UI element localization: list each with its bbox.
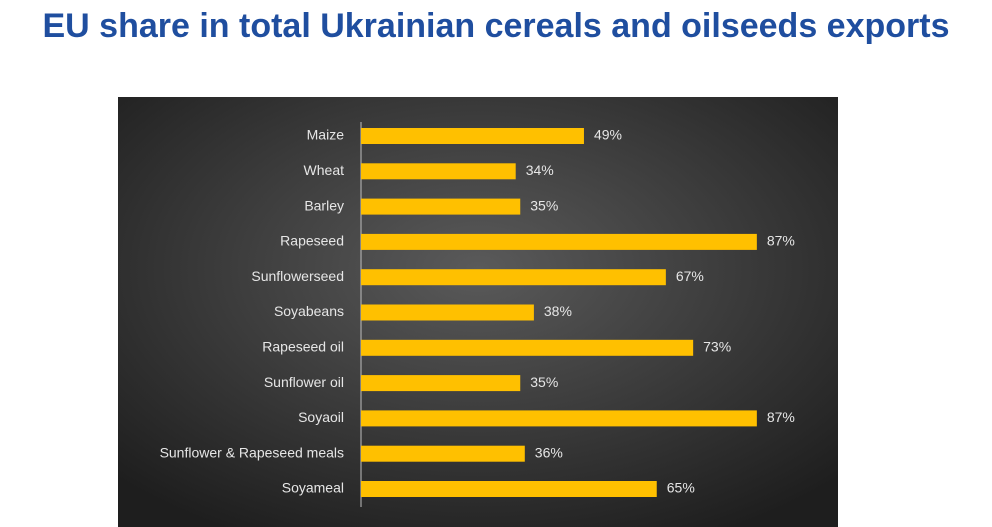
y-tick-label: Wheat (304, 162, 345, 178)
y-tick-label: Barley (304, 197, 344, 213)
bar (361, 198, 521, 215)
y-tick-label: Sunflower & Rapeseed meals (160, 444, 344, 460)
chart: Maize 49% Wheat 34% Barley 35% Rapeseed 87% Sunf… (118, 97, 838, 527)
bar (361, 163, 516, 180)
data-label: 67% (676, 268, 704, 284)
y-tick-label: Rapeseed oil (262, 339, 344, 355)
data-label: 87% (767, 233, 795, 249)
y-tick-label: Maize (307, 127, 345, 143)
data-label: 49% (594, 127, 622, 143)
bar (361, 481, 657, 497)
y-tick-label: Sunflower oil (264, 374, 344, 390)
chart-title: EU share in total Ukrainian cereals and … (42, 7, 950, 45)
data-label: 36% (535, 444, 563, 460)
data-label: 35% (530, 374, 558, 390)
y-tick-label: Sunflowerseed (251, 268, 344, 284)
bar (361, 304, 534, 321)
bar (361, 233, 757, 250)
bar (361, 375, 521, 392)
y-tick-label: Soyameal (282, 480, 344, 496)
bar (361, 339, 694, 356)
y-tick-label: Soyabeans (274, 303, 344, 319)
bar (361, 410, 757, 427)
data-label: 87% (767, 409, 795, 425)
data-label: 73% (703, 339, 731, 355)
y-tick-label: Rapeseed (280, 233, 344, 249)
bar (361, 128, 584, 144)
bar (361, 445, 525, 462)
y-tick-label: Soyaoil (298, 409, 344, 425)
data-label: 65% (667, 480, 695, 496)
data-label: 34% (526, 162, 554, 178)
data-label: 35% (530, 197, 558, 213)
bar (361, 269, 666, 286)
data-label: 38% (544, 303, 572, 319)
